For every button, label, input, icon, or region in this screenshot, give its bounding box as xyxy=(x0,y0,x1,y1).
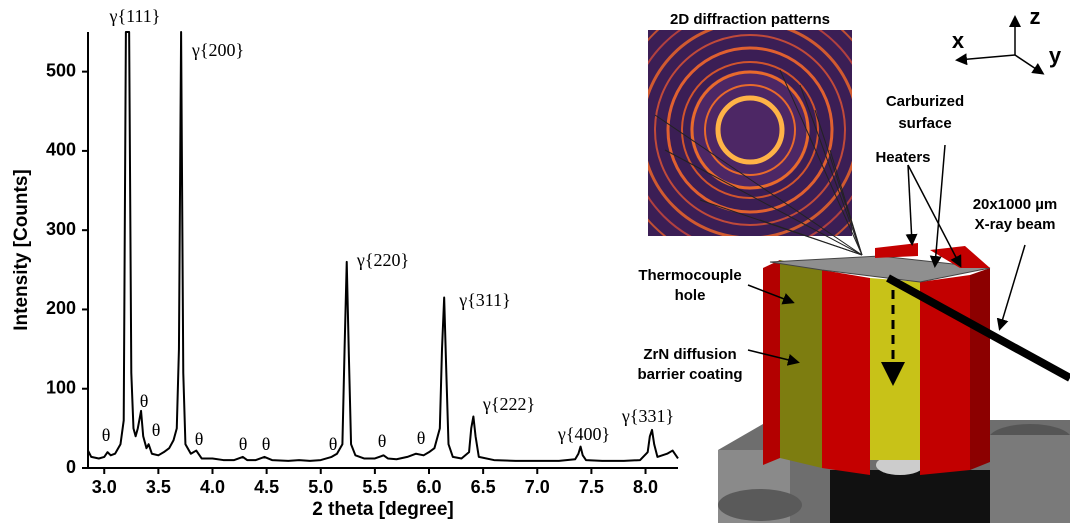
rings xyxy=(648,30,852,236)
slot xyxy=(830,470,990,523)
pointers xyxy=(747,15,1045,366)
y-tick-label: 0 xyxy=(66,457,76,477)
peak-label: θ xyxy=(195,429,204,449)
y-tick-label: 200 xyxy=(46,298,76,318)
heater-top xyxy=(875,243,918,258)
peak-label: γ{220} xyxy=(356,250,409,270)
label: ZrN diffusion barrier coating xyxy=(637,346,742,383)
x-tick-label: 4.5 xyxy=(254,477,279,497)
peak-label: θ xyxy=(262,434,271,454)
label: Heaters xyxy=(875,149,930,166)
coating-face xyxy=(780,260,822,468)
y-tick-label: 100 xyxy=(46,377,76,397)
peak-label: γ{400} xyxy=(557,424,610,444)
diagram-title: 2D diffraction patterns xyxy=(670,11,830,28)
peak-label: θ xyxy=(140,391,149,411)
heater-front xyxy=(920,275,970,475)
x-ray-beam xyxy=(886,274,1070,382)
axis-x: x xyxy=(952,28,965,53)
peak-label: θ xyxy=(102,425,111,445)
x-tick-label: 5.0 xyxy=(308,477,333,497)
peak-label: θ xyxy=(378,431,387,451)
heater-side xyxy=(763,260,780,465)
diffraction-lines xyxy=(654,69,863,256)
peak-label: γ{311} xyxy=(458,290,511,310)
x-tick-label: 5.5 xyxy=(362,477,387,497)
x-tick-label: 3.5 xyxy=(146,477,171,497)
peak-label: θ xyxy=(417,428,426,448)
x-axis-label: 2 theta [degree] xyxy=(312,499,453,520)
peak-label: γ{222} xyxy=(482,394,535,414)
peak-label: θ xyxy=(152,420,161,440)
axis-y: y xyxy=(1049,43,1062,68)
label: 20x1000 µm X-ray beam xyxy=(973,196,1058,233)
peak-label: θ xyxy=(329,434,338,454)
chart: 2 theta [degree] Intensity [Counts] 0 100… xyxy=(11,6,679,520)
peak-label: γ{200} xyxy=(191,40,244,60)
yellow-channel xyxy=(870,278,920,460)
y-tick-label: 500 xyxy=(46,60,76,80)
y-tick-label: 300 xyxy=(46,219,76,239)
base-block xyxy=(990,435,1070,523)
x-tick-label: 4.0 xyxy=(200,477,225,497)
peak-label: θ xyxy=(239,434,248,454)
x-tick-label: 7.5 xyxy=(579,477,604,497)
label: Thermocouple hole xyxy=(638,267,741,304)
heater-front xyxy=(822,270,870,475)
y-tick-label: 400 xyxy=(46,140,76,160)
peak-label: γ{111} xyxy=(109,6,161,26)
x-tick-label: 7.0 xyxy=(525,477,550,497)
y-axis-label: Intensity [Counts] xyxy=(11,169,32,331)
peak-label: γ{331} xyxy=(621,406,674,426)
diagram: 2D diffraction patterns Carburized surfac… xyxy=(637,4,1070,523)
x-tick-label: 3.0 xyxy=(92,477,117,497)
x-tick-label: 8.0 xyxy=(633,477,658,497)
x-tick-label: 6.0 xyxy=(416,477,441,497)
label: Carburized surface xyxy=(886,93,964,132)
axis-z: z xyxy=(1030,4,1041,29)
base-hole xyxy=(718,489,802,521)
data-line xyxy=(87,31,679,462)
x-tick-label: 6.5 xyxy=(471,477,496,497)
heater-side xyxy=(970,268,990,470)
